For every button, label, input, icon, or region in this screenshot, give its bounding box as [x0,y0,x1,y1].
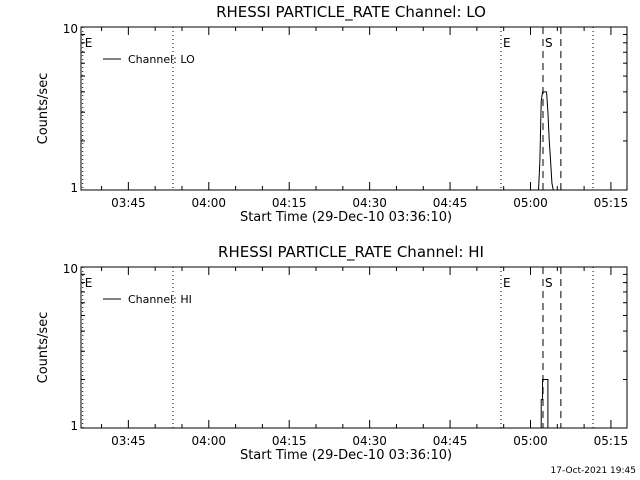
x-axis-label: Start Time (29-Dec-10 03:36:10) [240,448,452,463]
x-tick-label: 04:30 [352,196,387,210]
chart-panel-1: RHESSI PARTICLE_RATE Channel: LO 1 10 03:45… [36,3,628,225]
x-tick-label: 04:00 [191,434,226,448]
x-axis-label: Start Time (29-Dec-10 03:36:10) [240,210,452,225]
event-marker-label: E [503,276,511,290]
x-tick-label: 04:45 [433,434,468,448]
x-tick-label: 05:15 [594,196,629,210]
x-tick-label: 04:15 [272,434,307,448]
chart-title: RHESSI PARTICLE_RATE Channel: LO [216,3,486,22]
x-tick-label: 04:15 [272,196,307,210]
x-tick-label: 04:30 [352,434,387,448]
event-marker-label: S [545,276,553,290]
event-marker-label: E [503,36,511,50]
x-tick-label: 05:00 [513,196,548,210]
x-tick-label: 03:45 [111,196,146,210]
x-tick-label: 05:15 [594,434,629,448]
x-tick-label: 05:00 [513,434,548,448]
data-series-line [538,91,555,191]
event-marker-label: E [85,36,93,50]
event-marker-label: S [545,36,553,50]
event-marker-label: E [85,276,93,290]
legend-label: Channel: LO [128,53,195,66]
x-tick-label: 04:45 [433,196,468,210]
data-series-line [540,379,551,429]
y-tick-label: 10 [63,262,78,276]
timestamp: 17-Oct-2021 19:45 [551,466,636,476]
y-tick-label: 10 [63,22,78,36]
plot-frame [80,266,628,429]
x-tick-label: 04:00 [191,196,226,210]
y-tick-label: 1 [70,419,78,433]
plot-frame [80,26,628,191]
chart-panel-2: RHESSI PARTICLE_RATE Channel: HI 1 10 03:45… [36,243,628,463]
legend-label: Channel: HI [128,293,192,306]
y-axis-label: Counts/sec [36,73,51,145]
y-axis-label: Counts/sec [36,312,51,384]
chart-title: RHESSI PARTICLE_RATE Channel: HI [218,243,484,262]
y-tick-label: 1 [70,181,78,195]
x-tick-label: 03:45 [111,434,146,448]
